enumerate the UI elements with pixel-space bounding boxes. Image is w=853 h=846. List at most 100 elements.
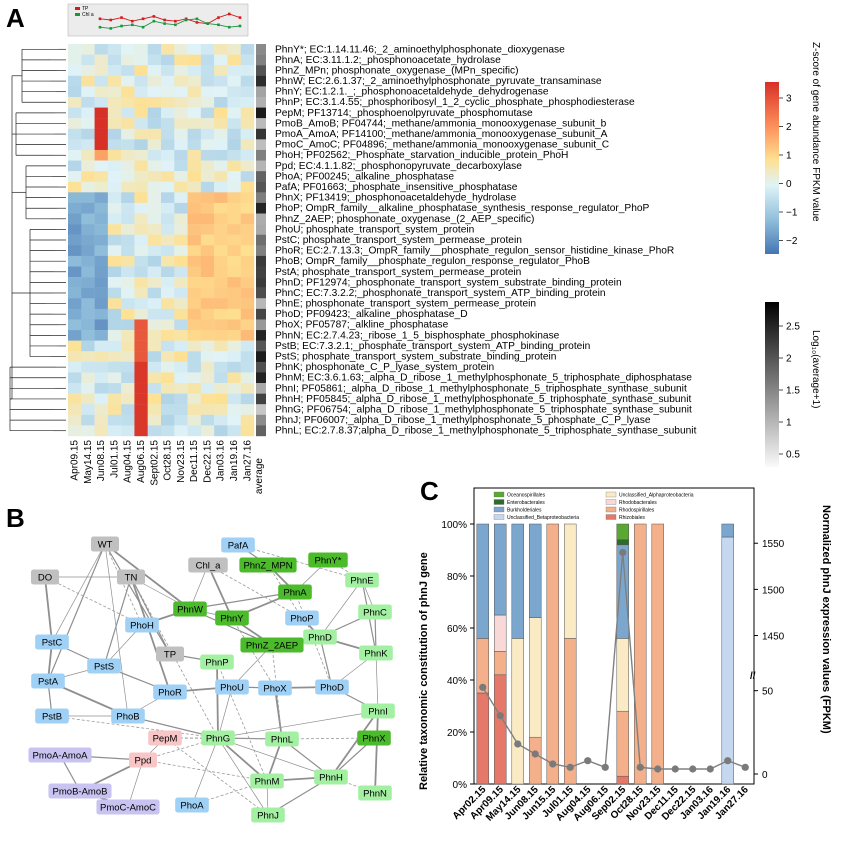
heatmap-cell (161, 383, 175, 394)
heatmap-cell (187, 340, 202, 352)
bar-segment-rhodospirillales (564, 638, 577, 785)
heatmap-cell (187, 414, 202, 426)
heatmap-cell (68, 107, 82, 119)
heatmap-cell (121, 361, 135, 373)
heatmap-cell (68, 181, 82, 193)
heatmap-cell (134, 245, 148, 257)
chl-point (195, 17, 199, 21)
node-box (48, 783, 112, 799)
heatmap-cell (227, 404, 241, 416)
node-ppd: Ppd (129, 752, 157, 768)
average-cell (256, 192, 266, 204)
heatmap-cell (121, 181, 135, 193)
heatmap-cell (240, 96, 255, 108)
heatmap-cell (187, 255, 202, 267)
node-box (308, 552, 348, 568)
right-tick-label: 50 (762, 687, 774, 698)
tp-legend-swatch (75, 7, 80, 10)
heatmap-cell (174, 298, 188, 310)
fpkm-point (601, 763, 609, 771)
heatmap-cell (134, 383, 148, 394)
node-phni: PhnI (361, 703, 395, 719)
heatmap-cell (107, 308, 122, 320)
heatmap-cell (81, 393, 95, 405)
heatmap-cell (121, 393, 135, 405)
heatmap-cell (227, 128, 241, 140)
heatmap-cell (107, 234, 122, 246)
node-box (28, 747, 92, 763)
network-edge-negative (51, 715, 219, 739)
heatmap-cell (161, 277, 175, 288)
heatmap-cell (174, 44, 188, 55)
heatmap-cell (94, 277, 109, 288)
zscore-tick: 1 (786, 151, 792, 162)
bar-segment-unclassified_betaproteobacteria (721, 536, 734, 785)
legend-label: Rhodobacterales (619, 500, 657, 506)
node-box (96, 799, 160, 815)
legend-swatch (493, 514, 505, 520)
heatmap-cell (147, 308, 162, 320)
heatmap-cell (68, 383, 82, 394)
heatmap-cell (94, 44, 109, 55)
legend-swatch (493, 506, 505, 513)
node-phod: PhoD (315, 679, 349, 695)
heatmap-cell (81, 414, 95, 426)
heatmap-cell (174, 160, 188, 172)
average-cell (256, 277, 266, 288)
heatmap-cell (107, 160, 122, 172)
average-column (256, 44, 266, 437)
network-edge (104, 543, 129, 717)
heatmap-cell (134, 393, 148, 405)
heatmap-cell (214, 425, 228, 437)
heatmap-cell (121, 255, 135, 267)
tp-point (131, 19, 134, 23)
heatmap-cell (174, 202, 188, 214)
heatmap-cell (94, 118, 109, 129)
node-phng: PhnG (201, 730, 235, 746)
average-cell (256, 330, 266, 341)
heatmap-cell (81, 330, 95, 341)
bar-segment-rhodospirillales (616, 710, 629, 777)
node-box (87, 658, 121, 674)
bar-segment-unclassified_alphaproteobacteria (564, 523, 577, 639)
heatmap-cell (81, 425, 95, 437)
average-cell (256, 213, 266, 225)
heatmap-cell (227, 118, 241, 129)
heatmap-cell (200, 234, 215, 246)
node-pepm: PepM (148, 730, 182, 746)
heatmap-cell (174, 351, 188, 363)
heatmap-cell (240, 255, 255, 267)
node-label: TN (125, 572, 138, 583)
bar-segment-rhodospirillales (529, 736, 542, 785)
heatmap-cell (147, 340, 162, 352)
left-tick-label: 40% (447, 676, 467, 687)
chl-legend-swatch (75, 13, 80, 16)
heatmap-cell (81, 319, 95, 331)
heatmap-cell (187, 160, 202, 172)
average-cell (256, 319, 266, 331)
heatmap-cell (107, 298, 122, 310)
node-phnz-mpn: PhnZ_MPN (239, 557, 297, 573)
heatmap-cell (227, 330, 241, 341)
heatmap-cell (161, 361, 175, 373)
heatmap-cell (161, 404, 175, 416)
heatmap-cell (174, 266, 188, 278)
legend-swatch (605, 506, 617, 513)
heatmap-cell (214, 404, 228, 416)
heatmap-cell (107, 54, 122, 66)
network-edge-negative (231, 617, 276, 689)
network-edge (207, 564, 233, 619)
right-tick-label: 1500 (762, 585, 785, 596)
heatmap-cell (240, 351, 255, 363)
heatmap-cell (240, 266, 255, 278)
bar-segment-unclassified_alphaproteobacteria (529, 617, 542, 738)
heatmap-cell (121, 160, 135, 172)
heatmap-cell (187, 149, 202, 161)
heatmap-cell (147, 224, 162, 235)
heatmap-cell (214, 234, 228, 246)
node-phoa: PhoA (175, 797, 209, 813)
network-edge-negative (207, 564, 303, 619)
heatmap-cell (200, 298, 215, 310)
node-label: PmoC-AmoC (100, 802, 156, 813)
heatmap-cell (214, 308, 228, 320)
